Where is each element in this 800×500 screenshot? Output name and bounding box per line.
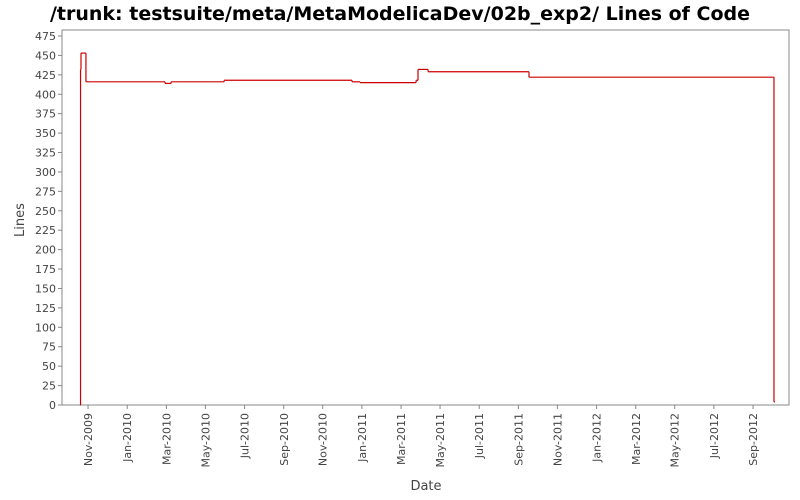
- y-tick-label: 400: [35, 88, 56, 101]
- y-tick-label: 225: [35, 224, 56, 237]
- y-tick-label: 325: [35, 147, 56, 160]
- x-tick-label: May-2012: [669, 413, 682, 468]
- x-tick-label: Mar-2010: [160, 413, 173, 465]
- chart-title: /trunk: testsuite/meta/MetaModelicaDev/0…: [50, 3, 750, 25]
- x-tick-label: Sep-2012: [747, 413, 760, 466]
- y-tick-label: 375: [35, 108, 56, 121]
- y-tick-label: 75: [42, 341, 56, 354]
- y-tick-label: 300: [35, 166, 56, 179]
- x-tick-label: Mar-2011: [395, 413, 408, 465]
- x-tick-label: Jan-2012: [591, 413, 604, 463]
- y-tick-label: 475: [35, 30, 56, 43]
- x-axis-label: Date: [410, 479, 441, 494]
- y-tick-label: 150: [35, 282, 56, 295]
- x-tick-label: May-2011: [434, 413, 447, 468]
- y-tick-label: 100: [35, 321, 56, 334]
- y-tick-label: 125: [35, 302, 56, 315]
- x-tick-label: Jan-2011: [356, 413, 369, 463]
- x-tick-label: Jul-2011: [473, 413, 486, 459]
- y-tick-label: 350: [35, 127, 56, 140]
- x-tick-label: Nov-2011: [551, 413, 564, 466]
- y-tick-label: 200: [35, 244, 56, 257]
- y-tick-label: 425: [35, 69, 56, 82]
- x-tick-label: Jul-2012: [708, 413, 721, 459]
- x-tick-label: May-2010: [199, 413, 212, 468]
- x-tick-label: Jul-2010: [239, 413, 252, 459]
- y-tick-label: 175: [35, 263, 56, 276]
- y-tick-label: 0: [49, 399, 56, 412]
- y-tick-label: 50: [42, 360, 56, 373]
- x-tick-label: Nov-2010: [317, 413, 330, 466]
- y-axis-label: Lines: [13, 203, 28, 237]
- y-tick-label: 250: [35, 205, 56, 218]
- x-tick-label: Mar-2012: [630, 413, 643, 465]
- x-tick-label: Nov-2009: [82, 413, 95, 466]
- x-tick-label: Jan-2010: [121, 413, 134, 463]
- plot-area: [61, 29, 790, 406]
- y-tick-label: 275: [35, 185, 56, 198]
- y-tick-label: 25: [42, 380, 56, 393]
- x-tick-label: Sep-2010: [278, 413, 291, 466]
- x-tick-label: Sep-2011: [512, 413, 525, 466]
- y-tick-label: 450: [35, 49, 56, 62]
